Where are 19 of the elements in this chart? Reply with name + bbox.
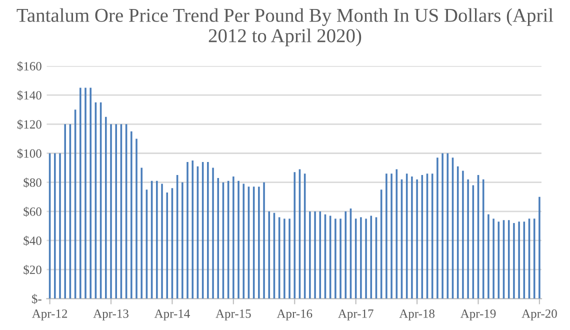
chart-title: Tantalum Ore Price Trend Per Pound By Month In US Dollars (April 2012 to April 2020)	[16, 8, 554, 46]
x-tick-label: Apr-16	[276, 309, 312, 320]
y-tick-label: $20	[24, 264, 42, 275]
y-tick-label: $40	[24, 236, 42, 246]
y-tick-label: $60	[24, 206, 42, 217]
x-tick-label: Apr-18	[399, 309, 434, 320]
x-tick-label: Apr-19	[460, 309, 496, 320]
y-tick-label: $120	[17, 119, 42, 130]
y-tick-label: $-	[32, 294, 42, 304]
x-tick-label: Apr-15	[216, 309, 251, 320]
y-tick-label: $140	[17, 90, 42, 100]
x-tick-label: Apr-14	[154, 309, 190, 320]
x-tick-label: Apr-13	[93, 309, 128, 320]
y-tick-label: $160	[17, 61, 42, 72]
x-tick-label: Apr-17	[338, 309, 374, 320]
x-tick-label: Apr-20	[522, 309, 557, 320]
y-tick-label: $100	[17, 148, 42, 159]
y-tick-label: $80	[24, 178, 42, 188]
x-tick-label: Apr-12	[32, 309, 68, 320]
